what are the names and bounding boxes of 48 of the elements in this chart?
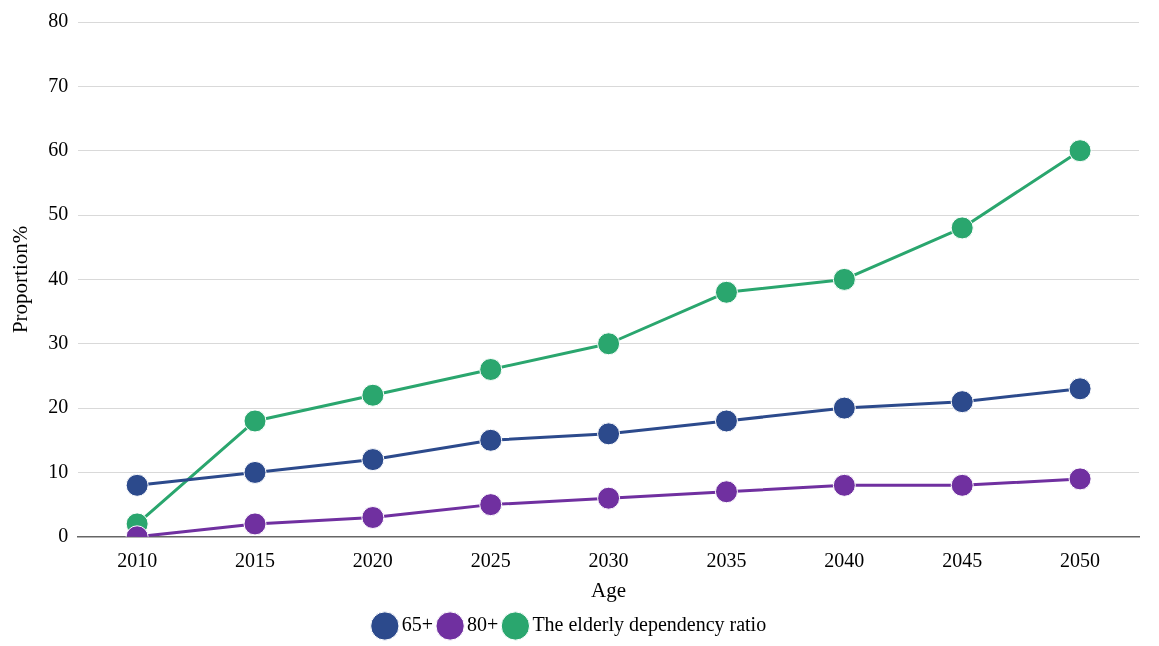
y-tick-label: 60: [48, 137, 69, 160]
y-axis-title: Proportion%: [8, 225, 33, 334]
point: [1068, 377, 1092, 401]
point: [950, 390, 974, 414]
point: [832, 473, 856, 497]
point: [243, 409, 267, 433]
legend-label: The elderly dependency ratio: [532, 613, 767, 637]
point: [597, 422, 621, 446]
point: [597, 486, 621, 510]
y-tick-label: 70: [48, 73, 69, 96]
x-tick-label: 2050: [1060, 549, 1101, 572]
x-tick-label: 2010: [117, 549, 158, 572]
point: [479, 428, 503, 452]
point: [714, 480, 738, 504]
x-tick-label: 2015: [235, 549, 275, 572]
point: [832, 267, 856, 291]
point: [832, 396, 856, 420]
x-tick-label: 2020: [352, 549, 393, 572]
point: [479, 493, 503, 517]
x-tick-label: 2025: [470, 549, 511, 572]
x-tick-label: 2030: [588, 549, 629, 572]
point: [361, 506, 385, 529]
y-tick-label: 20: [48, 395, 69, 418]
y-tick-label: 40: [48, 266, 69, 289]
point: [243, 460, 267, 484]
point: [243, 512, 267, 536]
y-tick-label: 0: [58, 524, 69, 547]
y-tick-label: 80: [48, 9, 69, 32]
x-axis-title: Age: [591, 577, 627, 602]
x-tick-label: 2040: [824, 549, 865, 572]
point: [714, 409, 738, 433]
point: [597, 332, 621, 356]
point: [361, 448, 385, 472]
y-tick-label: 50: [48, 202, 69, 225]
x-tick-label: 2035: [706, 549, 747, 572]
x-tick-label: 2045: [942, 549, 983, 572]
point: [125, 473, 149, 497]
point: [1068, 467, 1092, 491]
point: [950, 216, 974, 240]
point: [714, 280, 738, 304]
point: [361, 383, 385, 407]
y-tick-label: 10: [48, 459, 69, 482]
point: [1068, 139, 1092, 163]
legend-label: 65+: [401, 613, 434, 636]
y-tick-label: 30: [48, 331, 69, 353]
point: [479, 357, 503, 381]
point: [950, 473, 974, 497]
legend-label: 80+: [467, 613, 499, 636]
